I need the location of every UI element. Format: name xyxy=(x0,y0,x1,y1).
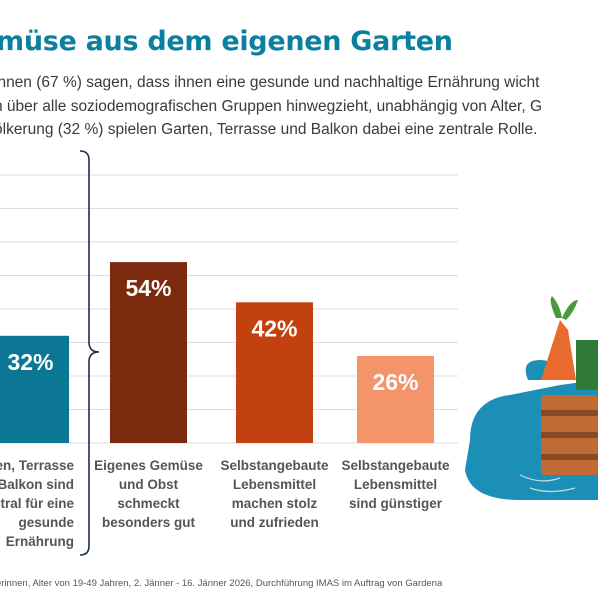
bar xyxy=(357,355,434,443)
bar-value-label: 32% xyxy=(7,349,53,375)
source-note: erinnen, Alter von 19-49 Jahren, 2. Jänn… xyxy=(0,578,443,589)
bar xyxy=(0,335,69,443)
intro-line-3: ölkerung (32 %) spielen Garten, Terrasse… xyxy=(0,121,538,138)
intro-line-1: innen (67 %) sagen, dass ihnen eine gesu… xyxy=(0,74,540,91)
bar xyxy=(236,302,313,443)
curly-brace xyxy=(79,150,100,556)
vegetable-crate-illustration xyxy=(465,296,598,500)
bar-value-label: 54% xyxy=(125,275,171,301)
category-label: Selbstangebaute Lebensmittel machen stolz u… xyxy=(220,458,329,530)
bar xyxy=(110,262,187,443)
intro-line-2: h über alle soziodemografischen Gruppen … xyxy=(0,98,543,115)
chart-bars: 32% 54% 42% 26% xyxy=(0,262,434,443)
page-title: müse aus dem eigenen Garten xyxy=(0,26,453,57)
category-label: Selbstangebaute Lebensmittel sind günstige… xyxy=(341,458,450,511)
bar-value-label: 26% xyxy=(372,369,418,395)
bar-value-label: 42% xyxy=(251,315,297,341)
category-label: Eigenes Gemüse und Obst schmeckt besonders … xyxy=(94,458,203,530)
